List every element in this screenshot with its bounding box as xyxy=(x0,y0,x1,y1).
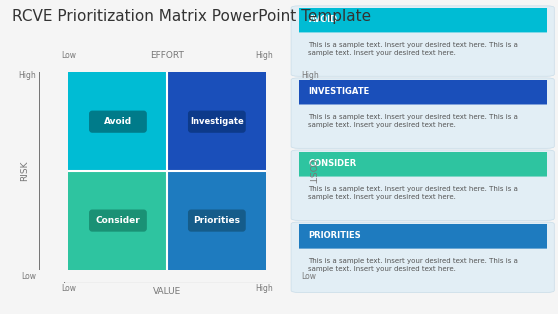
FancyBboxPatch shape xyxy=(291,6,554,32)
Text: INVESTIGATE: INVESTIGATE xyxy=(309,87,370,96)
Text: RCVE Prioritization Matrix PowerPoint Template: RCVE Prioritization Matrix PowerPoint Te… xyxy=(12,9,372,24)
Text: High: High xyxy=(301,71,319,80)
Bar xyxy=(167,171,266,270)
Text: AVOID: AVOID xyxy=(309,15,338,24)
Text: Low: Low xyxy=(61,284,76,293)
FancyBboxPatch shape xyxy=(291,150,554,176)
Bar xyxy=(167,72,266,171)
Text: This is a sample text. Insert your desired text here. This is a
sample text. Ins: This is a sample text. Insert your desir… xyxy=(309,42,518,56)
FancyBboxPatch shape xyxy=(291,150,554,220)
FancyBboxPatch shape xyxy=(189,111,245,132)
Text: This is a sample text. Insert your desired text here. This is a
sample text. Ins: This is a sample text. Insert your desir… xyxy=(309,258,518,272)
Text: This is a sample text. Insert your desired text here. This is a
sample text. Ins: This is a sample text. Insert your desir… xyxy=(309,186,518,200)
Text: COST: COST xyxy=(307,159,316,183)
FancyBboxPatch shape xyxy=(291,222,554,249)
Text: Low: Low xyxy=(61,51,76,60)
Text: VALUE: VALUE xyxy=(153,287,181,296)
FancyBboxPatch shape xyxy=(291,6,554,76)
Text: High: High xyxy=(256,51,273,60)
Text: Investigate: Investigate xyxy=(190,117,244,126)
Text: CONSIDER: CONSIDER xyxy=(309,159,357,168)
Bar xyxy=(69,171,167,270)
Text: Low: Low xyxy=(301,272,316,281)
Text: High: High xyxy=(256,284,273,293)
FancyBboxPatch shape xyxy=(291,78,554,148)
FancyBboxPatch shape xyxy=(90,210,146,231)
Bar xyxy=(69,72,167,171)
FancyBboxPatch shape xyxy=(291,222,554,292)
Text: RISK: RISK xyxy=(21,161,30,181)
Text: Consider: Consider xyxy=(95,216,140,225)
Text: PRIORITIES: PRIORITIES xyxy=(309,231,361,240)
Text: Avoid: Avoid xyxy=(104,117,132,126)
FancyBboxPatch shape xyxy=(291,78,554,105)
FancyBboxPatch shape xyxy=(90,111,146,132)
Text: High: High xyxy=(18,71,36,80)
Text: Low: Low xyxy=(21,272,36,281)
Text: EFFORT: EFFORT xyxy=(151,51,184,60)
Text: This is a sample text. Insert your desired text here. This is a
sample text. Ins: This is a sample text. Insert your desir… xyxy=(309,114,518,128)
FancyBboxPatch shape xyxy=(189,210,245,231)
Text: Priorities: Priorities xyxy=(194,216,240,225)
